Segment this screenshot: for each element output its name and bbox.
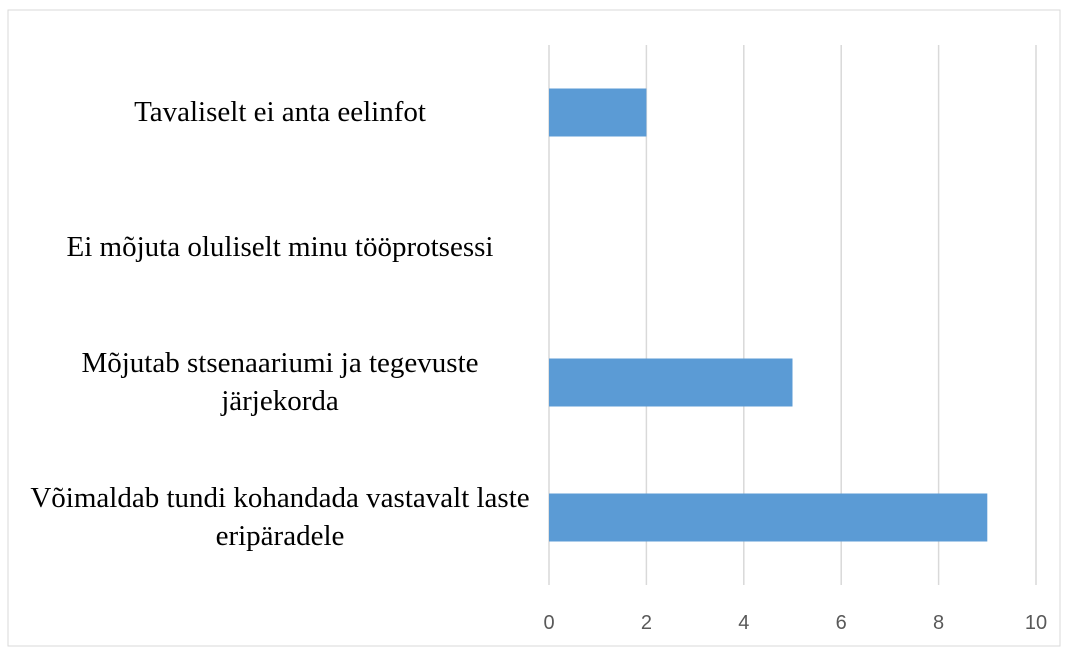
bar: [549, 358, 793, 407]
bar: [549, 88, 647, 137]
category-label-box: Mõjutab stsenaariumi ja tegevuste järjek…: [81, 346, 479, 417]
y-tick-label: Tavaliselt ei anta eelinfot: [134, 95, 426, 128]
bar: [549, 493, 988, 542]
x-tick-label: 6: [836, 612, 847, 634]
x-tick-label: 0: [543, 612, 554, 634]
x-tick-label: 8: [933, 612, 944, 634]
y-tick-label: Mõjutab stsenaariumi ja tegevuste järjek…: [81, 346, 479, 417]
x-tick-label: 4: [738, 612, 749, 634]
category-label-box: Ei mõjuta oluliselt minu tööprotsessi: [66, 230, 494, 263]
y-tick-label: Ei mõjuta oluliselt minu tööprotsessi: [66, 230, 494, 263]
category-label-box: Võimaldab tundi kohandada vastavalt last…: [30, 481, 530, 552]
x-tick-label: 10: [1025, 612, 1047, 634]
y-tick-label: Võimaldab tundi kohandada vastavalt last…: [30, 481, 530, 552]
x-tick-label: 2: [641, 612, 652, 634]
category-label-box: Tavaliselt ei anta eelinfot: [134, 95, 426, 128]
